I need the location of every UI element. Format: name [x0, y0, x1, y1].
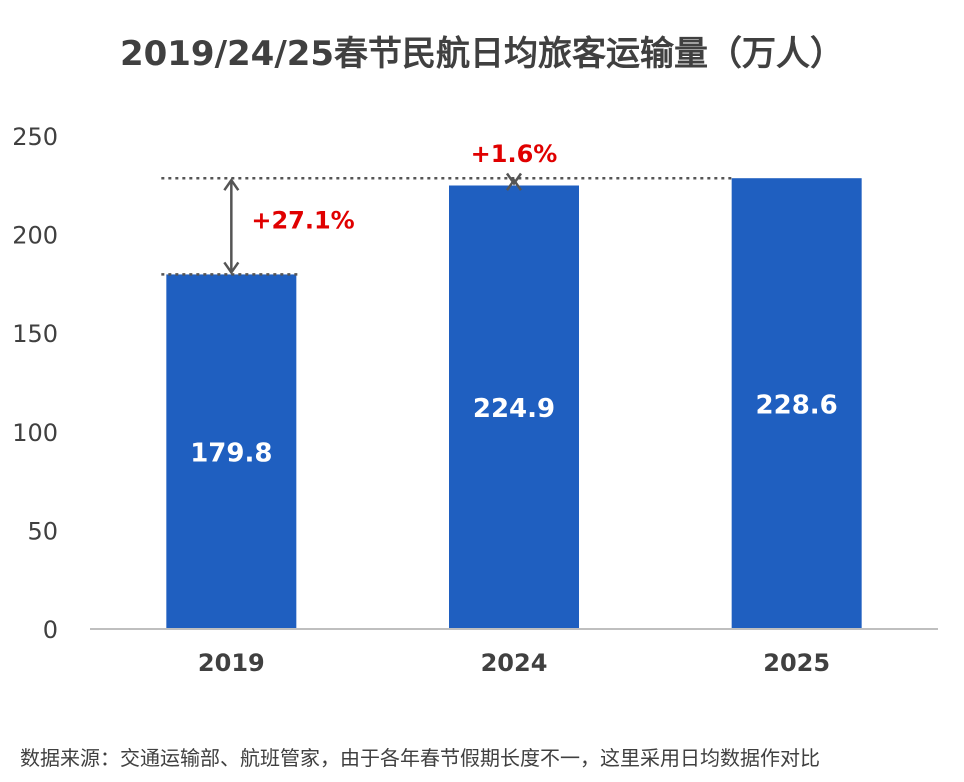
bar-2019	[166, 274, 297, 629]
y-tick-label: 150	[12, 320, 58, 348]
y-tick-label: 250	[12, 123, 58, 151]
annotation-label: +27.1%	[251, 206, 354, 234]
data-label-2024: 224.9	[473, 394, 555, 424]
data-label-2025: 228.6	[756, 391, 838, 421]
bars: 179.8 224.9 228.6	[166, 178, 862, 629]
data-label-2019: 179.8	[190, 439, 272, 469]
annotation-arrow-head	[223, 178, 240, 191]
x-tick-label: 2024	[481, 649, 548, 677]
y-tick-label: 0	[43, 616, 58, 644]
footnote: 数据来源：交通运输部、航班管家，由于各年春节假期长度不一，这里采用日均数据作对比	[20, 746, 820, 770]
y-axis-ticks: 0 50 100 150 200 250	[12, 123, 58, 644]
x-axis-ticks: 2019 2024 2025	[90, 628, 938, 677]
y-tick-label: 200	[12, 222, 58, 250]
annotation-arrow-head	[505, 178, 523, 191]
y-tick-label: 50	[27, 517, 58, 545]
x-tick-label: 2019	[198, 649, 265, 677]
annotation-arrow-head	[223, 261, 240, 275]
bar-2024	[449, 185, 579, 629]
y-tick-label: 100	[12, 419, 58, 447]
bar-2025	[731, 178, 862, 629]
annotation-label: +1.6%	[471, 140, 558, 168]
chart-title: 2019/24/25春节民航日均旅客运输量（万人）	[119, 34, 845, 74]
annotations: +27.1% +1.6%	[161, 140, 732, 276]
x-tick-label: 2025	[763, 649, 830, 677]
annotation-arrow-head	[505, 172, 523, 186]
